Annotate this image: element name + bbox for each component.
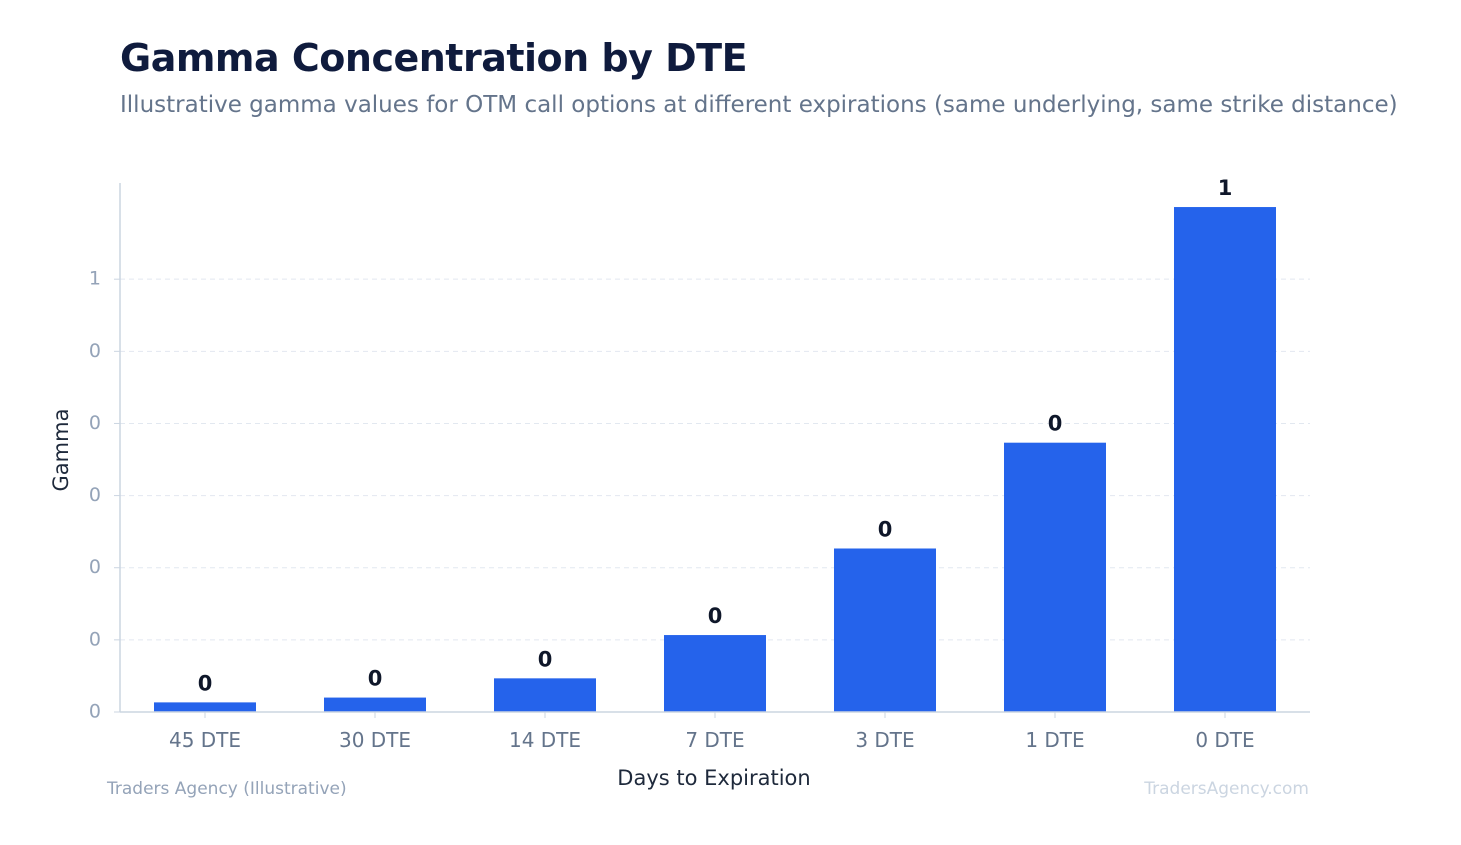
y-tick-label: 0 bbox=[89, 628, 101, 650]
source-note: Traders Agency (Illustrative) bbox=[107, 779, 347, 799]
x-tick-label: 0 DTE bbox=[1195, 728, 1254, 752]
bar[interactable] bbox=[1174, 207, 1276, 712]
gridlines bbox=[120, 278, 1310, 641]
y-tick-label: 0 bbox=[89, 701, 101, 723]
site-link[interactable]: TradersAgency.com bbox=[1144, 779, 1309, 799]
y-axis-title: Gamma bbox=[49, 409, 73, 492]
data-label: 1 bbox=[1218, 176, 1233, 200]
x-tick-label: 45 DTE bbox=[169, 728, 241, 752]
bar[interactable] bbox=[834, 548, 936, 712]
bar[interactable] bbox=[664, 635, 766, 712]
x-tick-label: 1 DTE bbox=[1025, 728, 1084, 752]
chart-subtitle: Illustrative gamma values for OTM call o… bbox=[120, 92, 1398, 118]
axes bbox=[114, 183, 1310, 718]
x-tick-label: 3 DTE bbox=[855, 728, 914, 752]
data-label: 0 bbox=[538, 647, 553, 671]
data-label: 0 bbox=[878, 517, 893, 541]
x-tick-label: 14 DTE bbox=[509, 728, 581, 752]
x-tick-label: 30 DTE bbox=[339, 728, 411, 752]
y-tick-label: 0 bbox=[89, 340, 101, 362]
bar[interactable] bbox=[324, 697, 426, 712]
y-tick-label: 0 bbox=[89, 412, 101, 434]
bars bbox=[154, 207, 1276, 712]
bar[interactable] bbox=[1004, 442, 1106, 712]
labels: 0 0 0 0 0 0 1 45 DTE 0 30 DTE 0 14 DTE 0 7 DTE 0 3 DTE 0… bbox=[89, 176, 1255, 752]
data-label: 0 bbox=[198, 671, 213, 695]
x-tick-label: 7 DTE bbox=[685, 728, 744, 752]
data-label: 0 bbox=[708, 604, 723, 628]
data-label: 0 bbox=[368, 667, 383, 691]
data-label: 0 bbox=[1048, 412, 1063, 436]
chart-title: Gamma Concentration by DTE bbox=[120, 36, 748, 80]
bar[interactable] bbox=[494, 678, 596, 712]
y-tick-label: 0 bbox=[89, 484, 101, 506]
bar[interactable] bbox=[154, 702, 256, 712]
y-tick-label: 0 bbox=[89, 556, 101, 578]
x-axis-title: Days to Expiration bbox=[617, 766, 810, 790]
y-tick-label: 1 bbox=[89, 268, 101, 290]
